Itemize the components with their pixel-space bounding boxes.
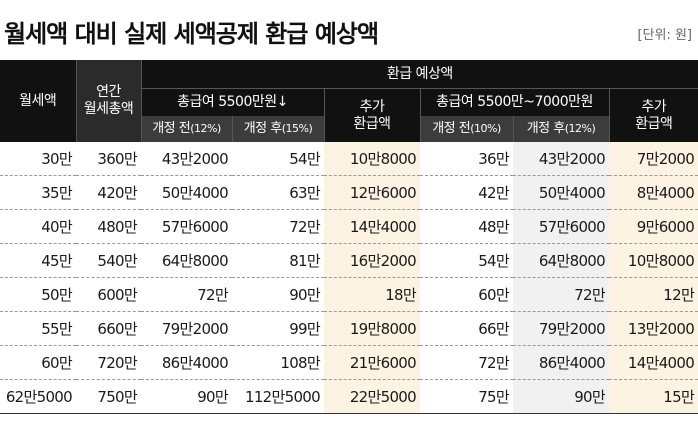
cell-rent: 40만 [0, 209, 76, 244]
cell-before-1: 72만 [141, 277, 232, 312]
table-row: 45만 540만 64만8000 81만 16만2000 54만 64만8000… [0, 243, 698, 278]
cell-after-2: 72만 [513, 277, 609, 312]
cell-extra-2: 9만6000 [609, 209, 698, 244]
cell-after-1: 72만 [232, 209, 324, 244]
header-group2: 총급여 5500만~7000만원 [419, 88, 609, 116]
cell-after-2: 57만6000 [513, 209, 609, 244]
header-after-1: 개정 후(15%) [231, 116, 324, 142]
table-row: 55만 660만 79만2000 99만 19만8000 66만 79만2000… [0, 311, 698, 346]
cell-rent: 50만 [0, 277, 76, 312]
cell-before-2: 36만 [420, 142, 513, 176]
table-row: 35만 420만 50만4000 63만 12만6000 42만 50만4000… [0, 175, 698, 210]
cell-annual: 720만 [76, 345, 141, 380]
cell-annual: 540만 [76, 243, 141, 278]
cell-annual: 420만 [76, 175, 141, 210]
table-row: 62만5000 750만 90만 112만5000 22만5000 75만 90… [0, 379, 698, 414]
cell-rent: 55만 [0, 311, 76, 346]
cell-extra-2: 14만4000 [609, 345, 698, 380]
cell-extra-2: 12만 [609, 277, 698, 312]
cell-after-2: 43만2000 [513, 142, 609, 176]
cell-after-1: 54만 [232, 142, 324, 176]
cell-rent: 62만5000 [0, 379, 76, 414]
header-extra-2: 추가 환급액 [608, 88, 698, 142]
cell-after-2: 86만4000 [513, 345, 609, 380]
cell-before-2: 54만 [420, 243, 513, 278]
cell-after-1: 99만 [232, 311, 324, 346]
cell-after-1: 90만 [232, 277, 324, 312]
cell-extra-2: 7만2000 [609, 142, 698, 176]
table-row: 60만 720만 86만4000 108만 21만6000 72만 86만400… [0, 345, 698, 380]
cell-extra-1: 19만8000 [324, 311, 420, 346]
cell-after-1: 108만 [232, 345, 324, 380]
header-after-2: 개정 후(12%) [512, 116, 609, 142]
cell-before-1: 43만2000 [141, 142, 232, 176]
cell-extra-1: 16만2000 [324, 243, 420, 278]
cell-after-2: 90만 [513, 379, 609, 414]
header-rent: 월세액 [0, 60, 76, 142]
cell-before-1: 50만4000 [141, 175, 232, 210]
header-refund-group: 환급 예상액 [140, 60, 698, 89]
header-extra-1: 추가 환급액 [323, 88, 420, 142]
cell-extra-2: 10만8000 [609, 243, 698, 278]
cell-before-2: 60만 [420, 277, 513, 312]
cell-rent: 45만 [0, 243, 76, 278]
header-annual: 연간 월세총액 [75, 60, 141, 142]
unit-label: [단위: 원] [637, 28, 692, 43]
cell-extra-2: 15만 [609, 379, 698, 414]
cell-extra-1: 18만 [324, 277, 420, 312]
cell-extra-2: 13만2000 [609, 311, 698, 346]
cell-before-1: 57만6000 [141, 209, 232, 244]
cell-before-2: 48만 [420, 209, 513, 244]
cell-extra-1: 14만4000 [324, 209, 420, 244]
cell-after-2: 79만2000 [513, 311, 609, 346]
cell-extra-2: 8만4000 [609, 175, 698, 210]
cell-before-2: 42만 [420, 175, 513, 210]
header-before-1: 개정 전(12%) [140, 116, 232, 142]
table-row: 50만 600만 72만 90만 18만 60만 72만 12만 [0, 277, 698, 312]
cell-rent: 30만 [0, 142, 76, 176]
cell-after-2: 64만8000 [513, 243, 609, 278]
cell-extra-1: 12만6000 [324, 175, 420, 210]
table-row: 30만 360만 43만2000 54만 10만8000 36만 43만2000… [0, 142, 698, 176]
cell-after-1: 81만 [232, 243, 324, 278]
cell-extra-1: 21만6000 [324, 345, 420, 380]
cell-extra-1: 22만5000 [324, 379, 420, 414]
cell-rent: 60만 [0, 345, 76, 380]
cell-annual: 600만 [76, 277, 141, 312]
cell-before-1: 90만 [141, 379, 232, 414]
table-row: 40만 480만 57만6000 72만 14만4000 48만 57만6000… [0, 209, 698, 244]
page-title: 월세액 대비 실제 세액공제 환급 예상액 [4, 20, 379, 48]
cell-before-2: 66만 [420, 311, 513, 346]
cell-annual: 660만 [76, 311, 141, 346]
cell-annual: 480만 [76, 209, 141, 244]
refund-table: 월세액 연간 월세총액 환급 예상액 총급여 5500만원↓ 추가 환급액 총급… [0, 60, 698, 414]
cell-after-1: 112만5000 [232, 379, 324, 414]
cell-rent: 35만 [0, 175, 76, 210]
cell-before-2: 75만 [420, 379, 513, 414]
cell-extra-1: 10만8000 [324, 142, 420, 176]
cell-after-1: 63만 [232, 175, 324, 210]
cell-before-1: 64만8000 [141, 243, 232, 278]
cell-before-1: 79만2000 [141, 311, 232, 346]
cell-before-2: 72만 [420, 345, 513, 380]
header-group1: 총급여 5500만원↓ [140, 88, 324, 116]
cell-before-1: 86만4000 [141, 345, 232, 380]
cell-after-2: 50만4000 [513, 175, 609, 210]
header-before-2: 개정 전(10%) [419, 116, 513, 142]
cell-annual: 750만 [76, 379, 141, 414]
cell-annual: 360만 [76, 142, 141, 176]
